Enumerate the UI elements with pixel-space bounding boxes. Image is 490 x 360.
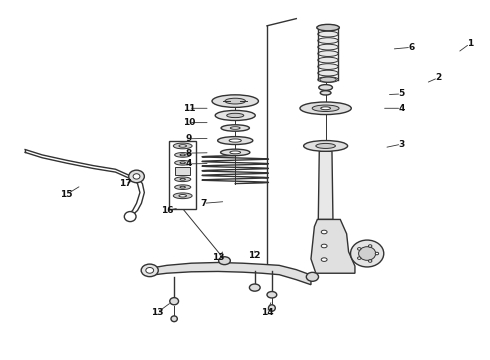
Ellipse shape [316, 143, 335, 148]
Text: 1: 1 [466, 39, 473, 48]
Bar [175, 167, 190, 175]
Ellipse shape [318, 31, 338, 37]
Text: 12: 12 [248, 251, 261, 260]
Polygon shape [152, 262, 311, 285]
Ellipse shape [321, 107, 331, 110]
Text: 2: 2 [435, 73, 441, 82]
Ellipse shape [368, 245, 372, 247]
Text: 9: 9 [186, 134, 192, 143]
Ellipse shape [318, 57, 338, 63]
Text: 15: 15 [60, 190, 73, 199]
Ellipse shape [174, 161, 191, 165]
Ellipse shape [179, 194, 187, 197]
Text: 16: 16 [161, 206, 173, 215]
Text: 6: 6 [408, 43, 414, 52]
Text: 5: 5 [398, 89, 404, 98]
Ellipse shape [304, 140, 347, 151]
Ellipse shape [306, 273, 318, 281]
Ellipse shape [358, 257, 361, 260]
Ellipse shape [320, 91, 331, 95]
Text: 4: 4 [186, 159, 192, 168]
Text: 8: 8 [186, 149, 192, 158]
Ellipse shape [141, 264, 158, 276]
Ellipse shape [230, 151, 241, 154]
Text: 4: 4 [398, 104, 405, 113]
Ellipse shape [215, 111, 255, 121]
Ellipse shape [124, 212, 136, 222]
Ellipse shape [318, 64, 338, 69]
Ellipse shape [180, 154, 185, 156]
Ellipse shape [300, 102, 351, 114]
Ellipse shape [220, 149, 250, 156]
Ellipse shape [219, 257, 230, 265]
Ellipse shape [225, 98, 245, 104]
Ellipse shape [350, 240, 384, 267]
Ellipse shape [318, 77, 338, 82]
Ellipse shape [319, 85, 332, 90]
Ellipse shape [171, 316, 177, 321]
Ellipse shape [170, 298, 178, 305]
Text: 7: 7 [200, 199, 207, 208]
Ellipse shape [174, 185, 191, 189]
Ellipse shape [146, 267, 154, 273]
Ellipse shape [375, 252, 379, 255]
Ellipse shape [269, 305, 275, 311]
Ellipse shape [249, 284, 260, 291]
Ellipse shape [229, 139, 242, 142]
Ellipse shape [180, 179, 185, 180]
Ellipse shape [267, 292, 277, 298]
Ellipse shape [359, 247, 376, 260]
Ellipse shape [320, 77, 336, 82]
Polygon shape [311, 220, 355, 273]
Bar [169, 140, 196, 209]
Text: 14: 14 [261, 308, 273, 317]
Ellipse shape [321, 244, 327, 248]
Ellipse shape [218, 136, 253, 144]
Ellipse shape [318, 44, 338, 50]
Text: 3: 3 [398, 140, 404, 149]
Ellipse shape [321, 258, 327, 261]
Polygon shape [318, 151, 333, 220]
Ellipse shape [312, 105, 339, 112]
Ellipse shape [174, 177, 191, 181]
Ellipse shape [230, 127, 240, 129]
Text: 17: 17 [119, 179, 132, 188]
Ellipse shape [221, 125, 249, 131]
Ellipse shape [180, 186, 185, 188]
Ellipse shape [321, 230, 327, 234]
Ellipse shape [179, 145, 187, 147]
Text: 13: 13 [151, 308, 163, 317]
Ellipse shape [180, 162, 185, 164]
Ellipse shape [173, 193, 192, 199]
Ellipse shape [318, 51, 338, 57]
Ellipse shape [318, 25, 338, 31]
Ellipse shape [317, 24, 340, 31]
Ellipse shape [358, 248, 361, 250]
Ellipse shape [129, 170, 145, 183]
Ellipse shape [318, 38, 338, 44]
Ellipse shape [133, 174, 140, 179]
Ellipse shape [368, 260, 372, 262]
Ellipse shape [212, 95, 258, 107]
Text: 11: 11 [183, 104, 195, 113]
Ellipse shape [227, 113, 244, 118]
Ellipse shape [318, 70, 338, 76]
Text: 13: 13 [212, 253, 224, 262]
Ellipse shape [174, 153, 191, 157]
Text: 10: 10 [183, 118, 195, 127]
Ellipse shape [173, 143, 192, 149]
